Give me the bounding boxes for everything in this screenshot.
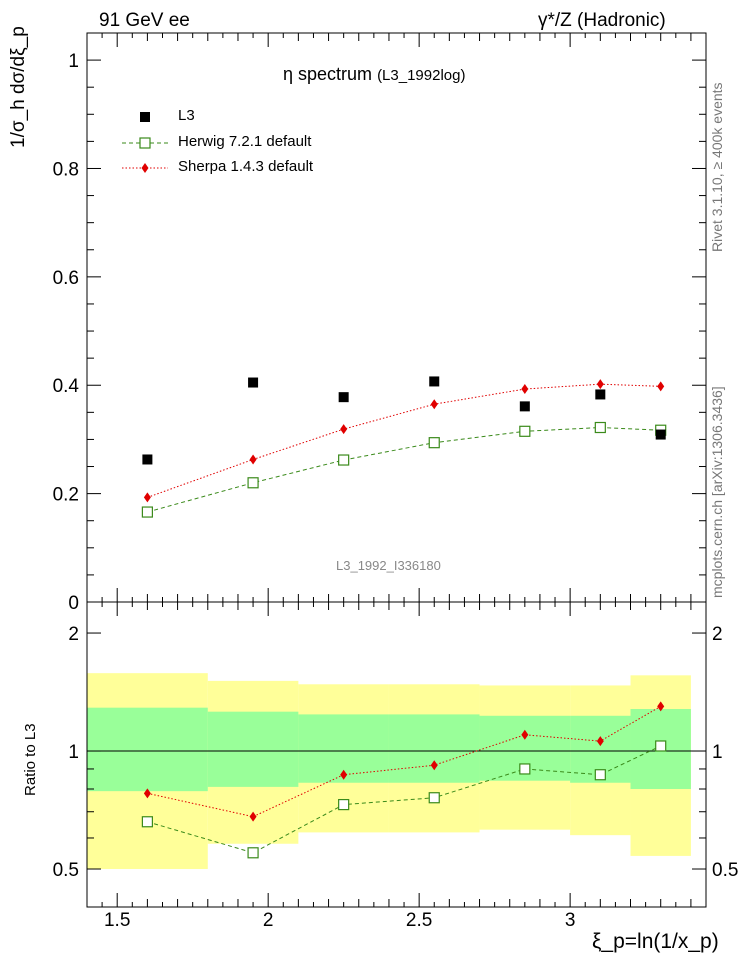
ratio-y-axis-label: Ratio to L3 [22,723,39,796]
plot-title: η spectrum [283,64,373,84]
ratio-panel-frame [86,601,707,908]
x-axis-label: ξ_p=ln(1/x_p) [592,930,719,953]
herwig-ratio-marker [428,792,440,804]
x-tick-label: 3 [565,910,576,931]
l3-data-point [519,401,530,412]
main-y-axis-label: 1/σ_h dσ/dξ_p [8,26,29,148]
sherpa-ratio-marker [340,769,348,780]
l3-data-point [142,454,153,465]
herwig-ratio-marker [519,763,531,775]
ratio-y-tick-label-left: 2 [68,624,79,645]
sherpa-ratio-marker [430,760,438,771]
main-y-tick-label: 0.2 [53,485,79,506]
herwig-ratio-marker [655,740,667,752]
x-tick-label: 2.5 [406,910,432,931]
l3-data-point [429,376,440,387]
sherpa-marker [430,399,438,410]
x-tick-label: 1.5 [104,910,130,931]
ratio-y-tick-label-left: 1 [68,742,79,763]
x-tick-label: 2 [263,910,274,931]
l3-data-point [655,429,666,440]
sherpa-marker [521,384,529,395]
herwig-marker [141,506,153,518]
legend-marker-sherpa [141,163,149,173]
legend-marker-l3 [140,112,150,122]
mcplots-reference-text: mcplots.cern.ch [arXiv:1306.3436] [709,386,725,598]
sherpa-marker [143,492,151,503]
ratio-y-tick-label-right: 1 [712,742,723,763]
main-y-tick-label: 0 [68,593,79,614]
sherpa-marker [657,381,665,392]
sherpa-ratio-marker [249,811,257,822]
ratio-band-inner [207,711,299,787]
main-y-tick-label: 0.6 [53,268,79,289]
header-left: 91 GeV ee [99,10,190,31]
l3-data-point [248,377,259,388]
ratio-y-tick-label-left: 0.5 [53,860,79,881]
herwig-marker [428,437,440,449]
herwig-marker [594,421,606,434]
legend-label-sherpa: Sherpa 1.4.3 default [178,158,314,175]
rivet-version-text: Rivet 3.1.10, ≥ 400k events [709,82,725,252]
herwig-marker [338,454,350,466]
sherpa-ratio-marker [143,788,151,799]
legend-label-herwig: Herwig 7.2.1 default [178,133,312,150]
herwig-ratio-marker [141,816,153,828]
sherpa-marker [340,424,348,435]
herwig-ratio-marker [338,798,350,811]
herwig-ratio-marker [594,769,606,781]
legend-marker-herwig [139,137,151,149]
main-y-tick-label: 0.8 [53,159,79,180]
sherpa-marker [249,454,257,465]
plot-subtitle: (L3_1992log) [377,67,466,84]
ratio-band-inner [87,707,208,792]
herwig-marker [519,425,531,437]
sherpa-ratio-marker [657,701,665,712]
sherpa-ratio-marker [596,736,604,747]
l3-data-point [595,389,606,400]
sherpa-ratio-marker [521,729,529,740]
herwig-ratio-marker [247,847,259,859]
ratio-band-inner [388,714,480,783]
main-y-tick-label: 0.4 [53,376,80,397]
main-y-tick-label: 1 [68,51,79,72]
sherpa-line [147,383,661,498]
sherpa-marker [596,379,604,390]
plot-title-group: η spectrum (L3_1992log) [283,64,465,85]
herwig-marker [247,477,259,489]
legend-label-l3: L3 [178,107,195,124]
header-right: γ*/Z (Hadronic) [538,10,666,31]
ratio-y-tick-label-right: 2 [712,624,723,645]
ratio-y-tick-label-right: 0.5 [712,860,738,881]
l3-data-point [338,392,349,403]
analysis-id: L3_1992_I336180 [336,558,441,573]
